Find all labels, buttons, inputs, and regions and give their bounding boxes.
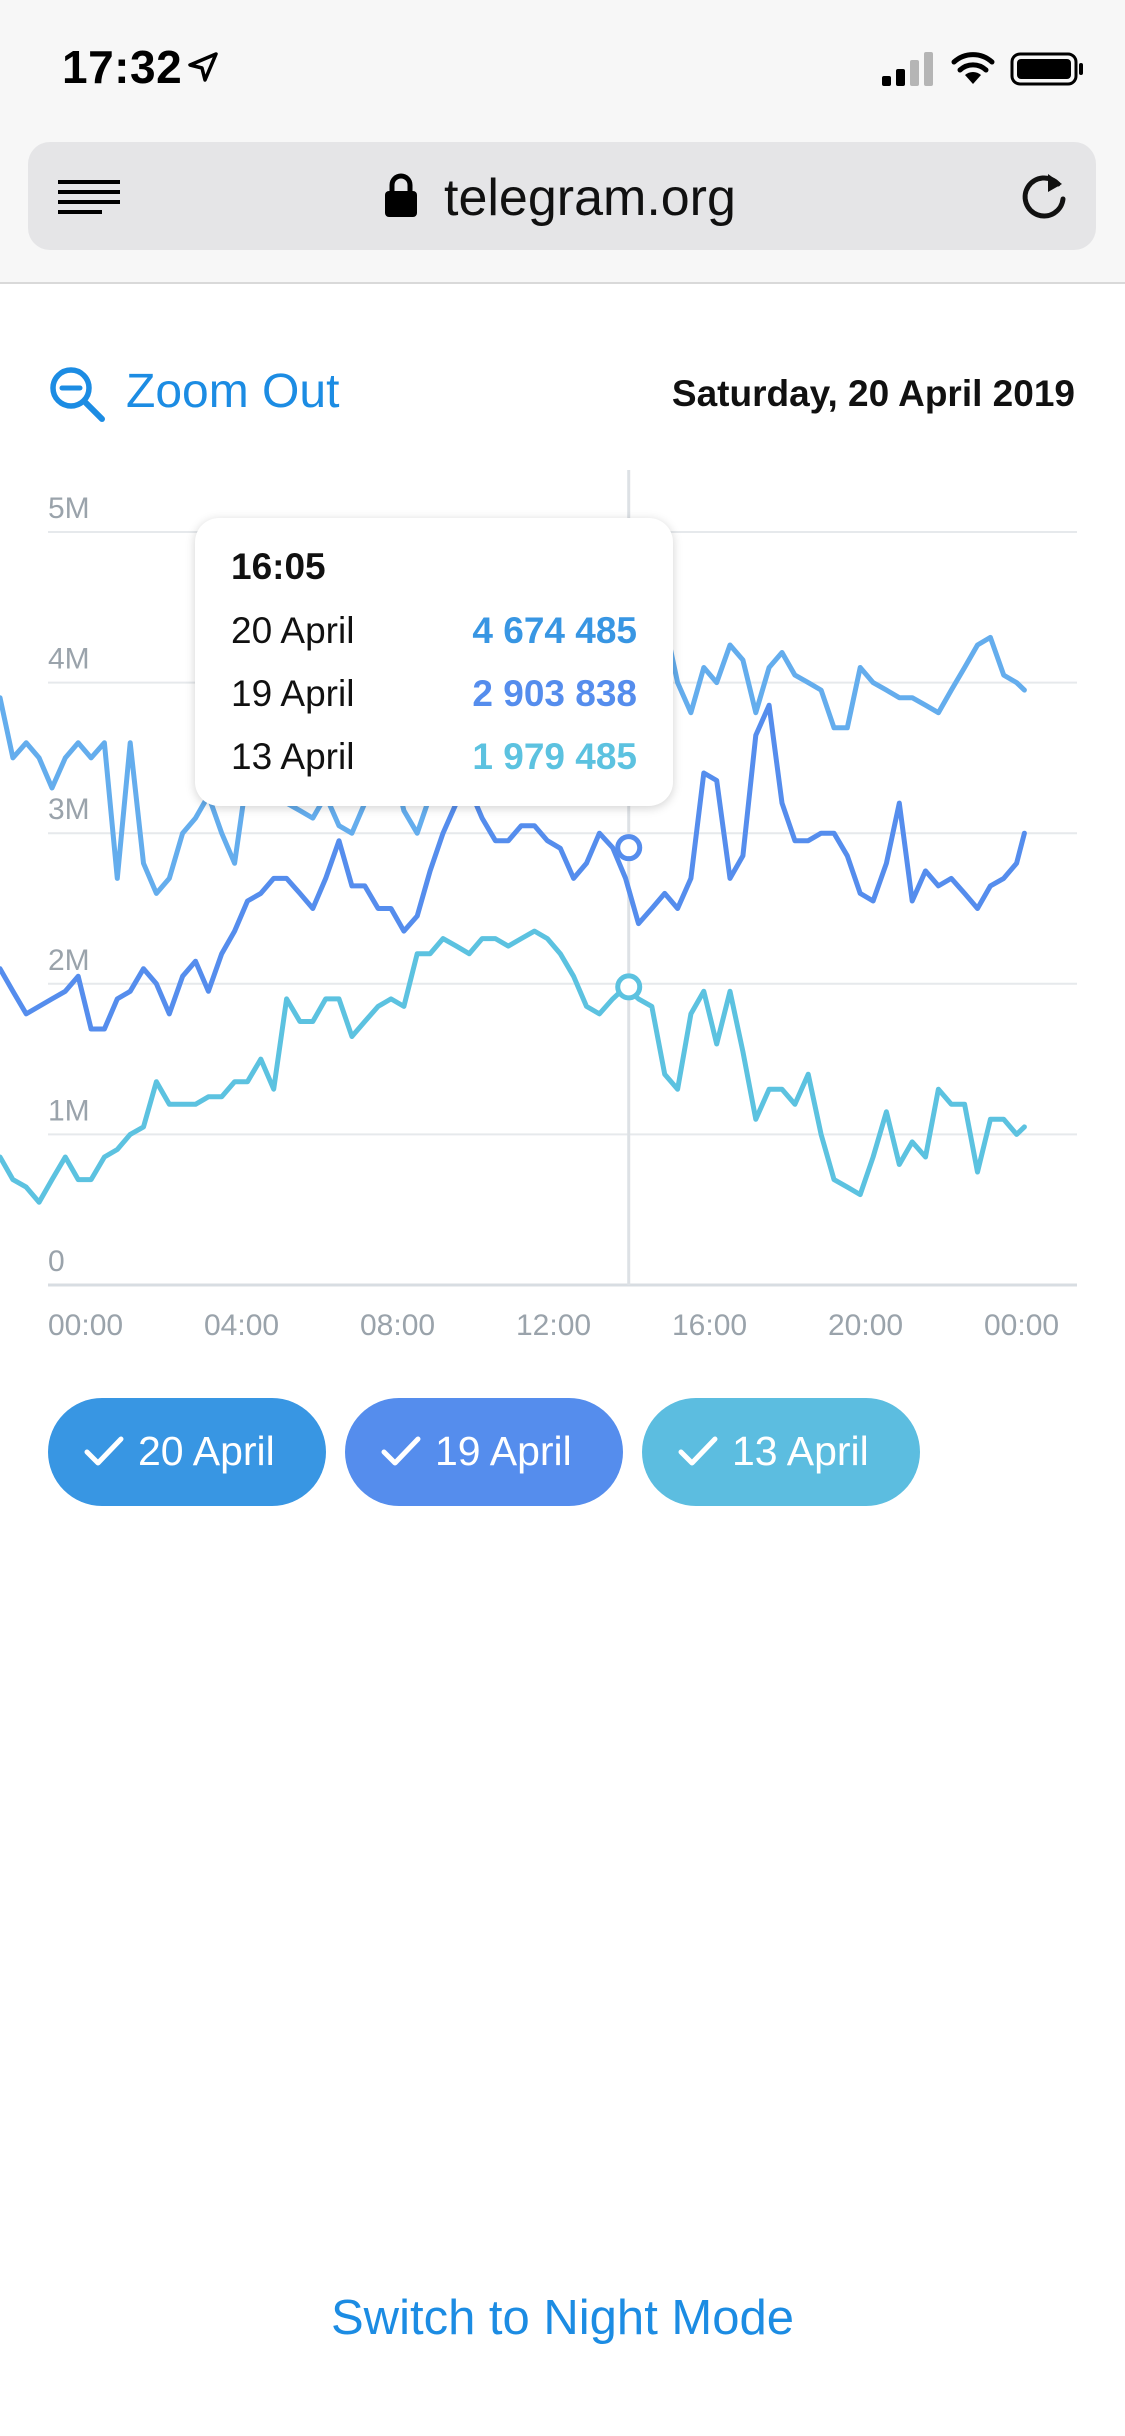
tooltip-time: 16:05 bbox=[231, 546, 326, 587]
tooltip-row: 20 April 4 674 485 bbox=[231, 610, 637, 660]
tooltip-row: 19 April 2 903 838 bbox=[231, 673, 637, 723]
location-arrow-icon bbox=[188, 52, 218, 82]
series-19-april-line bbox=[0, 702, 1027, 1032]
tooltip-row: 13 April 1 979 485 bbox=[231, 736, 637, 786]
x-tick-label: 04:00 bbox=[204, 1309, 279, 1342]
x-tick-label: 00:00 bbox=[984, 1309, 1059, 1342]
status-time: 17:32 bbox=[62, 41, 183, 93]
toggle-label: 19 April bbox=[435, 1428, 572, 1474]
y-tick-label: 1M bbox=[48, 1094, 90, 1127]
url-text[interactable]: telegram.org bbox=[444, 169, 736, 227]
chart-tooltip: 16:05 20 April 4 674 485 19 April 2 903 … bbox=[195, 518, 673, 806]
y-tick-label: 4M bbox=[48, 643, 90, 676]
reload-icon[interactable] bbox=[1018, 168, 1070, 222]
toggle-19-april[interactable]: 19 April bbox=[345, 1398, 623, 1506]
tooltip-series-name: 20 April bbox=[231, 610, 355, 651]
wifi-icon bbox=[951, 52, 995, 84]
signal-icon bbox=[882, 52, 933, 86]
lock-icon bbox=[385, 173, 417, 217]
x-tick-label: 12:00 bbox=[516, 1309, 591, 1342]
tooltip-series-name: 13 April bbox=[231, 736, 355, 777]
battery-icon bbox=[1010, 52, 1083, 86]
zoom-out-button[interactable]: Zoom Out bbox=[126, 365, 340, 418]
toggle-label: 20 April bbox=[138, 1428, 275, 1474]
tooltip-series-value: 2 903 838 bbox=[472, 673, 637, 714]
x-tick-label: 08:00 bbox=[360, 1309, 435, 1342]
y-tick-label: 3M bbox=[48, 793, 90, 826]
chart-x-labels: 00:00 04:00 08:00 12:00 16:00 20:00 00:00 bbox=[48, 1309, 1059, 1342]
series-19-april-marker bbox=[615, 834, 643, 862]
toggle-20-april[interactable]: 20 April bbox=[48, 1398, 326, 1506]
tooltip-series-name: 19 April bbox=[231, 673, 355, 714]
series-13-april-marker bbox=[615, 973, 643, 1001]
tooltip-series-value: 1 979 485 bbox=[472, 736, 637, 777]
series-13-april-line bbox=[0, 928, 1027, 1205]
x-tick-label: 00:00 bbox=[48, 1309, 123, 1342]
checkmark-icon bbox=[678, 1436, 718, 1466]
toggle-13-april[interactable]: 13 April bbox=[642, 1398, 920, 1506]
address-bar[interactable] bbox=[28, 142, 1096, 250]
y-tick-label: 5M bbox=[48, 492, 90, 525]
y-tick-label: 2M bbox=[48, 944, 90, 977]
tooltip-series-value: 4 674 485 bbox=[472, 610, 637, 651]
y-tick-label: 0 bbox=[48, 1245, 65, 1278]
x-tick-label: 20:00 bbox=[828, 1309, 903, 1342]
x-tick-label: 16:00 bbox=[672, 1309, 747, 1342]
night-mode-link[interactable]: Switch to Night Mode bbox=[331, 2291, 794, 2345]
zoom-out-icon[interactable] bbox=[48, 365, 106, 423]
toggle-label: 13 April bbox=[732, 1428, 869, 1474]
checkmark-icon bbox=[381, 1436, 421, 1466]
checkmark-icon bbox=[84, 1436, 124, 1466]
chart-date: Saturday, 20 April 2019 bbox=[671, 373, 1075, 414]
reader-menu-icon[interactable] bbox=[58, 178, 120, 218]
